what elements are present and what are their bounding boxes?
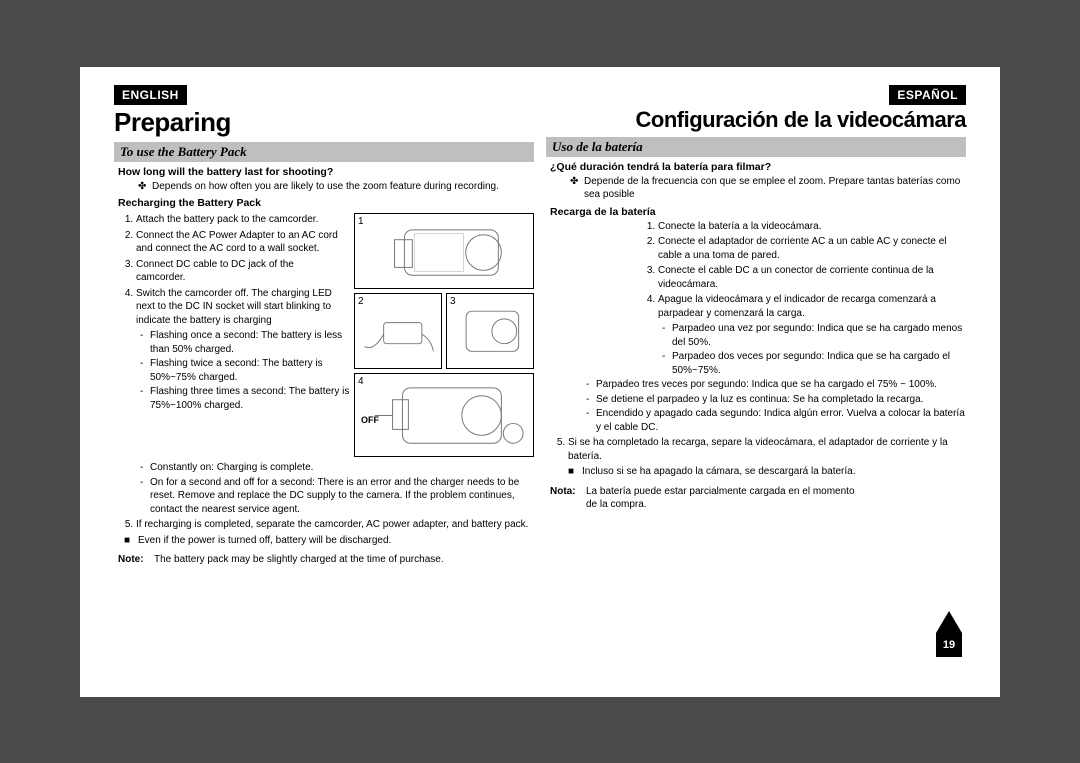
- camcorder-icon: [355, 214, 533, 289]
- list-item: Constantly on: Charging is complete.: [150, 461, 534, 475]
- lang-bar: ENGLISH: [114, 85, 534, 105]
- list-item: Flashing twice a second: The battery is …: [150, 357, 350, 384]
- triangle-icon: [936, 611, 962, 633]
- steps-es: Conecte la batería a la videocámara. Con…: [636, 220, 966, 321]
- list-item: Se detiene el parpadeo y la luz es conti…: [596, 393, 966, 407]
- flash-list-es-top: Parpadeo una vez por segundo: Indica que…: [636, 322, 966, 377]
- text-half-en: Attach the battery pack to the camcorder…: [114, 211, 350, 461]
- square-bullet-es: ■ Incluso si se ha apagado la cámara, se…: [568, 465, 966, 479]
- lang-tag-english: ENGLISH: [114, 85, 187, 105]
- list-item: Parpadeo una vez por segundo: Indica que…: [672, 322, 966, 349]
- list-item: Conecte el adaptador de corriente AC a u…: [658, 235, 966, 262]
- bullet-text: Depende de la frecuencia con que se empl…: [584, 175, 966, 202]
- list-item: Conecte la batería a la videocámara.: [658, 220, 966, 234]
- diamond-icon: ✤: [570, 175, 584, 202]
- note-label: Nota:: [550, 485, 586, 512]
- list-item: Encendido y apagado cada segundo: Indica…: [596, 407, 966, 434]
- lang-tag-spanish: ESPAÑOL: [889, 85, 966, 105]
- section-heading-en: To use the Battery Pack: [114, 142, 534, 162]
- list-item: Conecte el cable DC a un conector de cor…: [658, 264, 966, 291]
- steps-en: Attach the battery pack to the camcorder…: [114, 213, 350, 327]
- note-label: Note:: [118, 553, 154, 567]
- diagram-panel-2: 2: [354, 293, 442, 369]
- recharge-heading-en: Recharging the Battery Pack: [118, 197, 534, 209]
- steps-en-cont: If recharging is completed, separate the…: [114, 518, 534, 532]
- note-text: The battery pack may be slightly charged…: [154, 553, 444, 567]
- english-column: ENGLISH Preparing To use the Battery Pac…: [108, 85, 540, 675]
- list-item: Flashing three times a second: The batte…: [150, 385, 350, 412]
- list-item: Si se ha completado la recarga, separe l…: [568, 436, 966, 463]
- list-item: Apague la videocámara y el indicador de …: [658, 293, 966, 320]
- list-item: Connect DC cable to DC jack of the camco…: [136, 258, 350, 285]
- flash-list-es-wide: Parpadeo tres veces por segundo: Indica …: [546, 378, 966, 434]
- square-text: Incluso si se ha apagado la cámara, se d…: [582, 465, 856, 479]
- note-text: La batería puede estar parcialmente carg…: [586, 485, 866, 512]
- bullet-es: ✤ Depende de la frecuencia con que se em…: [570, 175, 966, 202]
- flash-list-en: Flashing once a second: The battery is l…: [114, 329, 350, 412]
- diamond-icon: ✤: [138, 180, 152, 194]
- diagram-panel-4: 4 OFF: [354, 373, 534, 457]
- adapter-icon: [355, 294, 441, 367]
- list-item: Attach the battery pack to the camcorder…: [136, 213, 350, 227]
- spanish-column: ESPAÑOL Configuración de la videocámara …: [540, 85, 972, 675]
- list-item: Connect the AC Power Adapter to an AC co…: [136, 229, 350, 256]
- content-wrap-en: Attach the battery pack to the camcorder…: [114, 211, 534, 461]
- square-icon: ■: [124, 534, 138, 548]
- bullet-en: ✤ Depends on how often you are likely to…: [138, 180, 534, 194]
- note-en: Note: The battery pack may be slightly c…: [118, 553, 534, 567]
- question-heading-en: How long will the battery last for shoot…: [118, 166, 534, 178]
- page-title-en: Preparing: [114, 107, 534, 138]
- note-es: Nota: La batería puede estar parcialment…: [550, 485, 966, 512]
- list-item: On for a second and off for a second: Th…: [150, 476, 534, 517]
- list-item: If recharging is completed, separate the…: [136, 518, 534, 532]
- camcorder-icon: [447, 294, 533, 367]
- square-bullet-en: ■ Even if the power is turned off, batte…: [124, 534, 534, 548]
- question-heading-es: ¿Qué duración tendrá la batería para fil…: [550, 161, 966, 173]
- list-item: Switch the camcorder off. The charging L…: [136, 287, 350, 328]
- recharge-heading-es: Recarga de la batería: [550, 206, 966, 218]
- section-heading-es: Uso de la batería: [546, 137, 966, 157]
- diagram-panel-1: 1: [354, 213, 534, 289]
- manual-page: ENGLISH Preparing To use the Battery Pac…: [80, 67, 1000, 697]
- diagram-panel-3: 3: [446, 293, 534, 369]
- steps-es-cont: Si se ha completado la recarga, separe l…: [546, 436, 966, 463]
- page-title-es: Configuración de la videocámara: [546, 107, 966, 133]
- camcorder-icon: [355, 374, 533, 457]
- narrow-block-es: Conecte la batería a la videocámara. Con…: [546, 220, 966, 378]
- diagram: 1 2: [354, 213, 534, 461]
- flash-list-en-wide: Constantly on: Charging is complete. On …: [114, 461, 534, 516]
- lang-bar: ESPAÑOL: [546, 85, 966, 105]
- bullet-text: Depends on how often you are likely to u…: [152, 180, 499, 194]
- list-item: Parpadeo tres veces por segundo: Indica …: [596, 378, 966, 392]
- list-item: Flashing once a second: The battery is l…: [150, 329, 350, 356]
- square-icon: ■: [568, 465, 582, 479]
- list-item: Parpadeo dos veces por segundo: Indica q…: [672, 350, 966, 377]
- square-text: Even if the power is turned off, battery…: [138, 534, 391, 548]
- page-number: 19: [936, 633, 962, 657]
